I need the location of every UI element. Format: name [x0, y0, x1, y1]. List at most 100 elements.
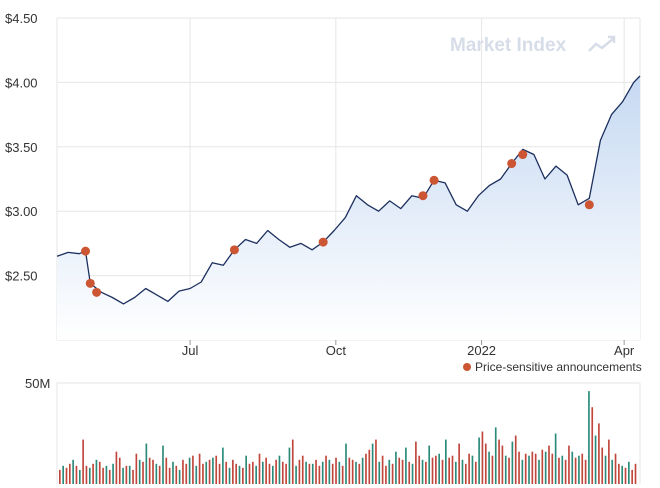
volume-bar	[415, 441, 417, 484]
volume-bar	[278, 455, 281, 484]
announcement-marker[interactable]	[229, 245, 239, 255]
volume-bar	[474, 461, 477, 484]
volume-bar	[418, 455, 421, 484]
volume-bar	[441, 459, 444, 484]
volume-bar	[501, 445, 504, 484]
volume-bar	[338, 461, 341, 484]
volume-bar	[62, 465, 64, 484]
volume-bar	[584, 459, 587, 484]
volume-bar	[298, 459, 301, 484]
volume-bar	[488, 451, 490, 484]
volume-bar	[308, 463, 311, 484]
volume-bar	[271, 465, 274, 484]
announcement-marker[interactable]	[418, 191, 428, 201]
price-y-tick-label: $4.00	[5, 75, 38, 90]
volume-bar	[208, 459, 211, 484]
volume-bar	[508, 457, 510, 484]
volume-bar	[518, 451, 520, 484]
volume-bar	[481, 431, 484, 484]
volume-bar	[102, 467, 104, 484]
price-area	[57, 76, 640, 340]
volume-bar	[631, 469, 633, 484]
volume-bar	[85, 465, 88, 484]
price-y-tick-label: $3.00	[5, 204, 38, 219]
volume-bar	[468, 453, 470, 484]
volume-bar	[152, 459, 154, 484]
price-x-axis: Jul Oct 2022 Apr	[182, 340, 635, 358]
volume-bar	[321, 461, 324, 484]
price-x-tick-label: Apr	[614, 343, 635, 358]
volume-bar	[588, 391, 590, 484]
volume-bar	[578, 455, 580, 484]
volume-bar	[72, 459, 74, 484]
announcement-marker[interactable]	[92, 287, 102, 297]
price-line	[56, 75, 641, 305]
price-x-tick-label: Oct	[326, 343, 347, 358]
announcement-marker[interactable]	[429, 175, 439, 185]
volume-bar	[348, 457, 351, 484]
volume-bar	[524, 453, 527, 484]
volume-y-tick-label: 50M	[25, 376, 50, 391]
volume-bar	[325, 455, 327, 484]
volume-bar	[268, 463, 271, 484]
volume-bar	[168, 467, 171, 484]
volume-bar	[165, 457, 168, 484]
volume-bar	[431, 457, 434, 484]
volume-bar	[255, 465, 257, 484]
volume-bar	[252, 461, 254, 484]
announcement-marker[interactable]	[318, 237, 328, 247]
price-y-tick-label: $3.50	[5, 140, 38, 155]
announcement-marker[interactable]	[518, 150, 528, 160]
volume-bar	[345, 443, 347, 484]
volume-bar	[341, 465, 344, 484]
volume-bar	[528, 455, 530, 484]
volume-bar	[185, 463, 188, 484]
price-y-axis: $2.50 $3.00 $3.50 $4.00 $4.50	[5, 11, 38, 284]
volume-bar	[478, 437, 480, 484]
volume-bar	[421, 459, 424, 484]
volume-bar	[162, 445, 164, 484]
volume-bar	[494, 427, 497, 484]
volume-bar	[122, 467, 124, 484]
volume-bar	[98, 461, 101, 484]
volume-bar	[398, 457, 401, 484]
volume-bar	[318, 465, 321, 484]
volume-bar	[591, 407, 594, 484]
volume-bar	[205, 461, 208, 484]
volume-bar	[59, 469, 61, 484]
volume-bar	[471, 455, 474, 484]
volume-bar	[142, 461, 144, 484]
announcement-marker[interactable]	[507, 159, 517, 169]
volume-bar	[288, 447, 291, 484]
volume-bar	[624, 467, 627, 484]
volume-bar	[75, 465, 78, 484]
announcement-marker[interactable]	[85, 278, 95, 288]
volume-bar	[491, 455, 494, 484]
volume-bar	[628, 461, 630, 484]
volume-bar	[108, 469, 111, 484]
volume-bar	[534, 453, 537, 484]
volume-bar	[112, 463, 114, 484]
volume-bar	[92, 463, 94, 484]
volume-bar	[172, 461, 174, 484]
volume-bar	[358, 463, 361, 484]
announcement-marker[interactable]	[584, 200, 594, 210]
volume-bar	[258, 453, 261, 484]
price-y-tick-label: $4.50	[5, 11, 38, 26]
volume-bar	[464, 463, 467, 484]
volume-bar	[561, 455, 564, 484]
announcement-markers	[81, 150, 594, 297]
volume-bar	[498, 439, 500, 484]
volume-bar	[228, 467, 231, 484]
volume-bar	[305, 461, 307, 484]
announcement-marker[interactable]	[81, 246, 91, 256]
volume-bar	[621, 465, 624, 484]
legend-marker	[463, 363, 471, 371]
volume-bar	[118, 457, 121, 484]
volume-bar	[202, 463, 204, 484]
volume-bar	[391, 463, 394, 484]
volume-bar	[198, 453, 201, 484]
volume-bar	[381, 455, 384, 484]
volume-bar	[238, 465, 241, 484]
